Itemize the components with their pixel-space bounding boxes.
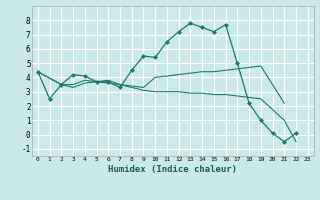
X-axis label: Humidex (Indice chaleur): Humidex (Indice chaleur) — [108, 165, 237, 174]
